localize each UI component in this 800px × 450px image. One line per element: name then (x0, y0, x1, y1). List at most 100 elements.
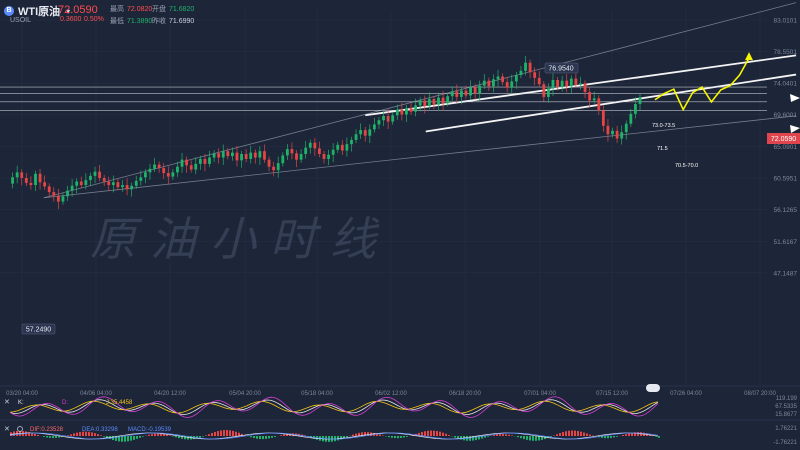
chat-bubble-icon[interactable] (646, 384, 660, 392)
open-key: 开盘 (152, 6, 166, 13)
candle-body (153, 164, 156, 169)
candle-body (359, 130, 363, 135)
macd-bar (160, 433, 162, 436)
macd-bar (538, 436, 540, 441)
macd-bar (130, 436, 132, 441)
macd-bar (301, 434, 303, 436)
macd-bar (448, 435, 450, 436)
candle-body (377, 120, 381, 125)
candle-body (569, 78, 573, 87)
candlesticks (11, 55, 642, 210)
resistance-label: 73.0-73.5 (652, 123, 675, 129)
macd-bar (151, 434, 153, 436)
candle-body (427, 99, 431, 107)
macd-bar (523, 436, 525, 440)
candle-body (592, 98, 596, 101)
candle-body (510, 81, 514, 88)
macd-bar (346, 436, 348, 438)
macd-close-icon: ✕ (4, 426, 10, 433)
macd-bar (166, 434, 168, 436)
macd-bar (445, 433, 447, 436)
candle-body (249, 152, 253, 159)
grid-lines (0, 10, 767, 385)
candle-body (478, 85, 482, 94)
candle-body (565, 80, 569, 87)
candle-body (162, 168, 166, 174)
kdj-right-tick: 67.5335 (775, 404, 797, 410)
candle-body (253, 152, 257, 158)
candle-body (75, 181, 79, 186)
macd-bar (352, 434, 354, 436)
prev-stat: 昨收 71.6990 (152, 16, 194, 26)
symbol-header[interactable]: B WTI原油 ▾ (4, 3, 70, 19)
macd-bar (178, 436, 180, 439)
projection-arrow-icon (745, 52, 753, 61)
y-tick-label: 65.0901 (774, 144, 798, 151)
kdj-value-label: D: (62, 400, 68, 406)
candle-body (267, 159, 271, 167)
candle-body (629, 113, 633, 124)
candle-body (395, 109, 399, 116)
x-tick-label: 06/18 20:00 (449, 391, 481, 397)
macd-bar (100, 435, 102, 436)
candle-body (272, 166, 276, 171)
low-key: 最低 (110, 18, 124, 25)
candle-body (221, 151, 225, 158)
candle-body (501, 76, 505, 83)
candle-body (579, 83, 582, 85)
macd-bar (139, 436, 141, 438)
chevron-down-icon[interactable]: ▾ (66, 6, 71, 16)
macd-bar (628, 433, 630, 436)
macd-bar (340, 436, 342, 440)
macd-value-label: DEA:0.33298 (82, 427, 118, 433)
macd-bar (55, 436, 57, 438)
candle-body (125, 185, 129, 190)
candle-body (240, 154, 243, 161)
macd-bar (142, 436, 144, 437)
y-axis: 83.0101 78.5501 74.0401 69.6001 65.0901 60.59… (774, 18, 798, 278)
macd-bar (133, 436, 135, 440)
x-tick-label: 05/04 20:00 (229, 391, 261, 397)
kdj-value-label: J:35.4458 (106, 400, 133, 406)
prev-value: 71.6990 (169, 18, 195, 25)
kdj-d-line (9, 400, 659, 414)
candle-body (597, 98, 601, 111)
macd-bar (577, 431, 579, 436)
macd-bar (217, 431, 219, 436)
candle-body (107, 181, 111, 186)
macd-bar (376, 433, 378, 436)
symbol-name[interactable]: WTI原油 (18, 6, 61, 18)
macd-bar (544, 436, 546, 440)
macd-bar (79, 432, 81, 436)
macd-bar (283, 434, 285, 436)
macd-bar (622, 434, 624, 436)
candle-body (606, 125, 610, 135)
candle-body (391, 115, 395, 122)
macd-bar (34, 433, 36, 436)
candle-body (400, 109, 404, 115)
candle-body (537, 77, 541, 85)
kdj-k-line (9, 399, 659, 415)
candle-body (547, 88, 550, 97)
candle-body (368, 129, 372, 136)
macd-bar (220, 430, 222, 436)
macd-bar (556, 434, 558, 436)
macd-bar (268, 436, 270, 439)
macd-bar (634, 432, 636, 436)
macd-bar (154, 433, 156, 436)
candle-body (459, 90, 463, 97)
macd-bar (520, 436, 522, 439)
candle-body (176, 166, 179, 173)
macd-bar (631, 432, 633, 436)
macd-bar (271, 436, 273, 438)
low-label: 57.2490 (26, 327, 51, 334)
candle-body (542, 84, 546, 97)
x-axis: 03/20 04:00 04/06 04:00 04/20 12:00 05/04 2… (0, 385, 800, 397)
macd-bar (46, 436, 48, 438)
candle-body (620, 132, 624, 139)
macd-bar (304, 435, 306, 436)
candle-body (601, 110, 605, 126)
candle-body (121, 185, 124, 188)
macd-indicator: DIF:0.23528 DEA:0.33298 MACD:-0.19539 ✕ 1.76… (4, 426, 798, 446)
